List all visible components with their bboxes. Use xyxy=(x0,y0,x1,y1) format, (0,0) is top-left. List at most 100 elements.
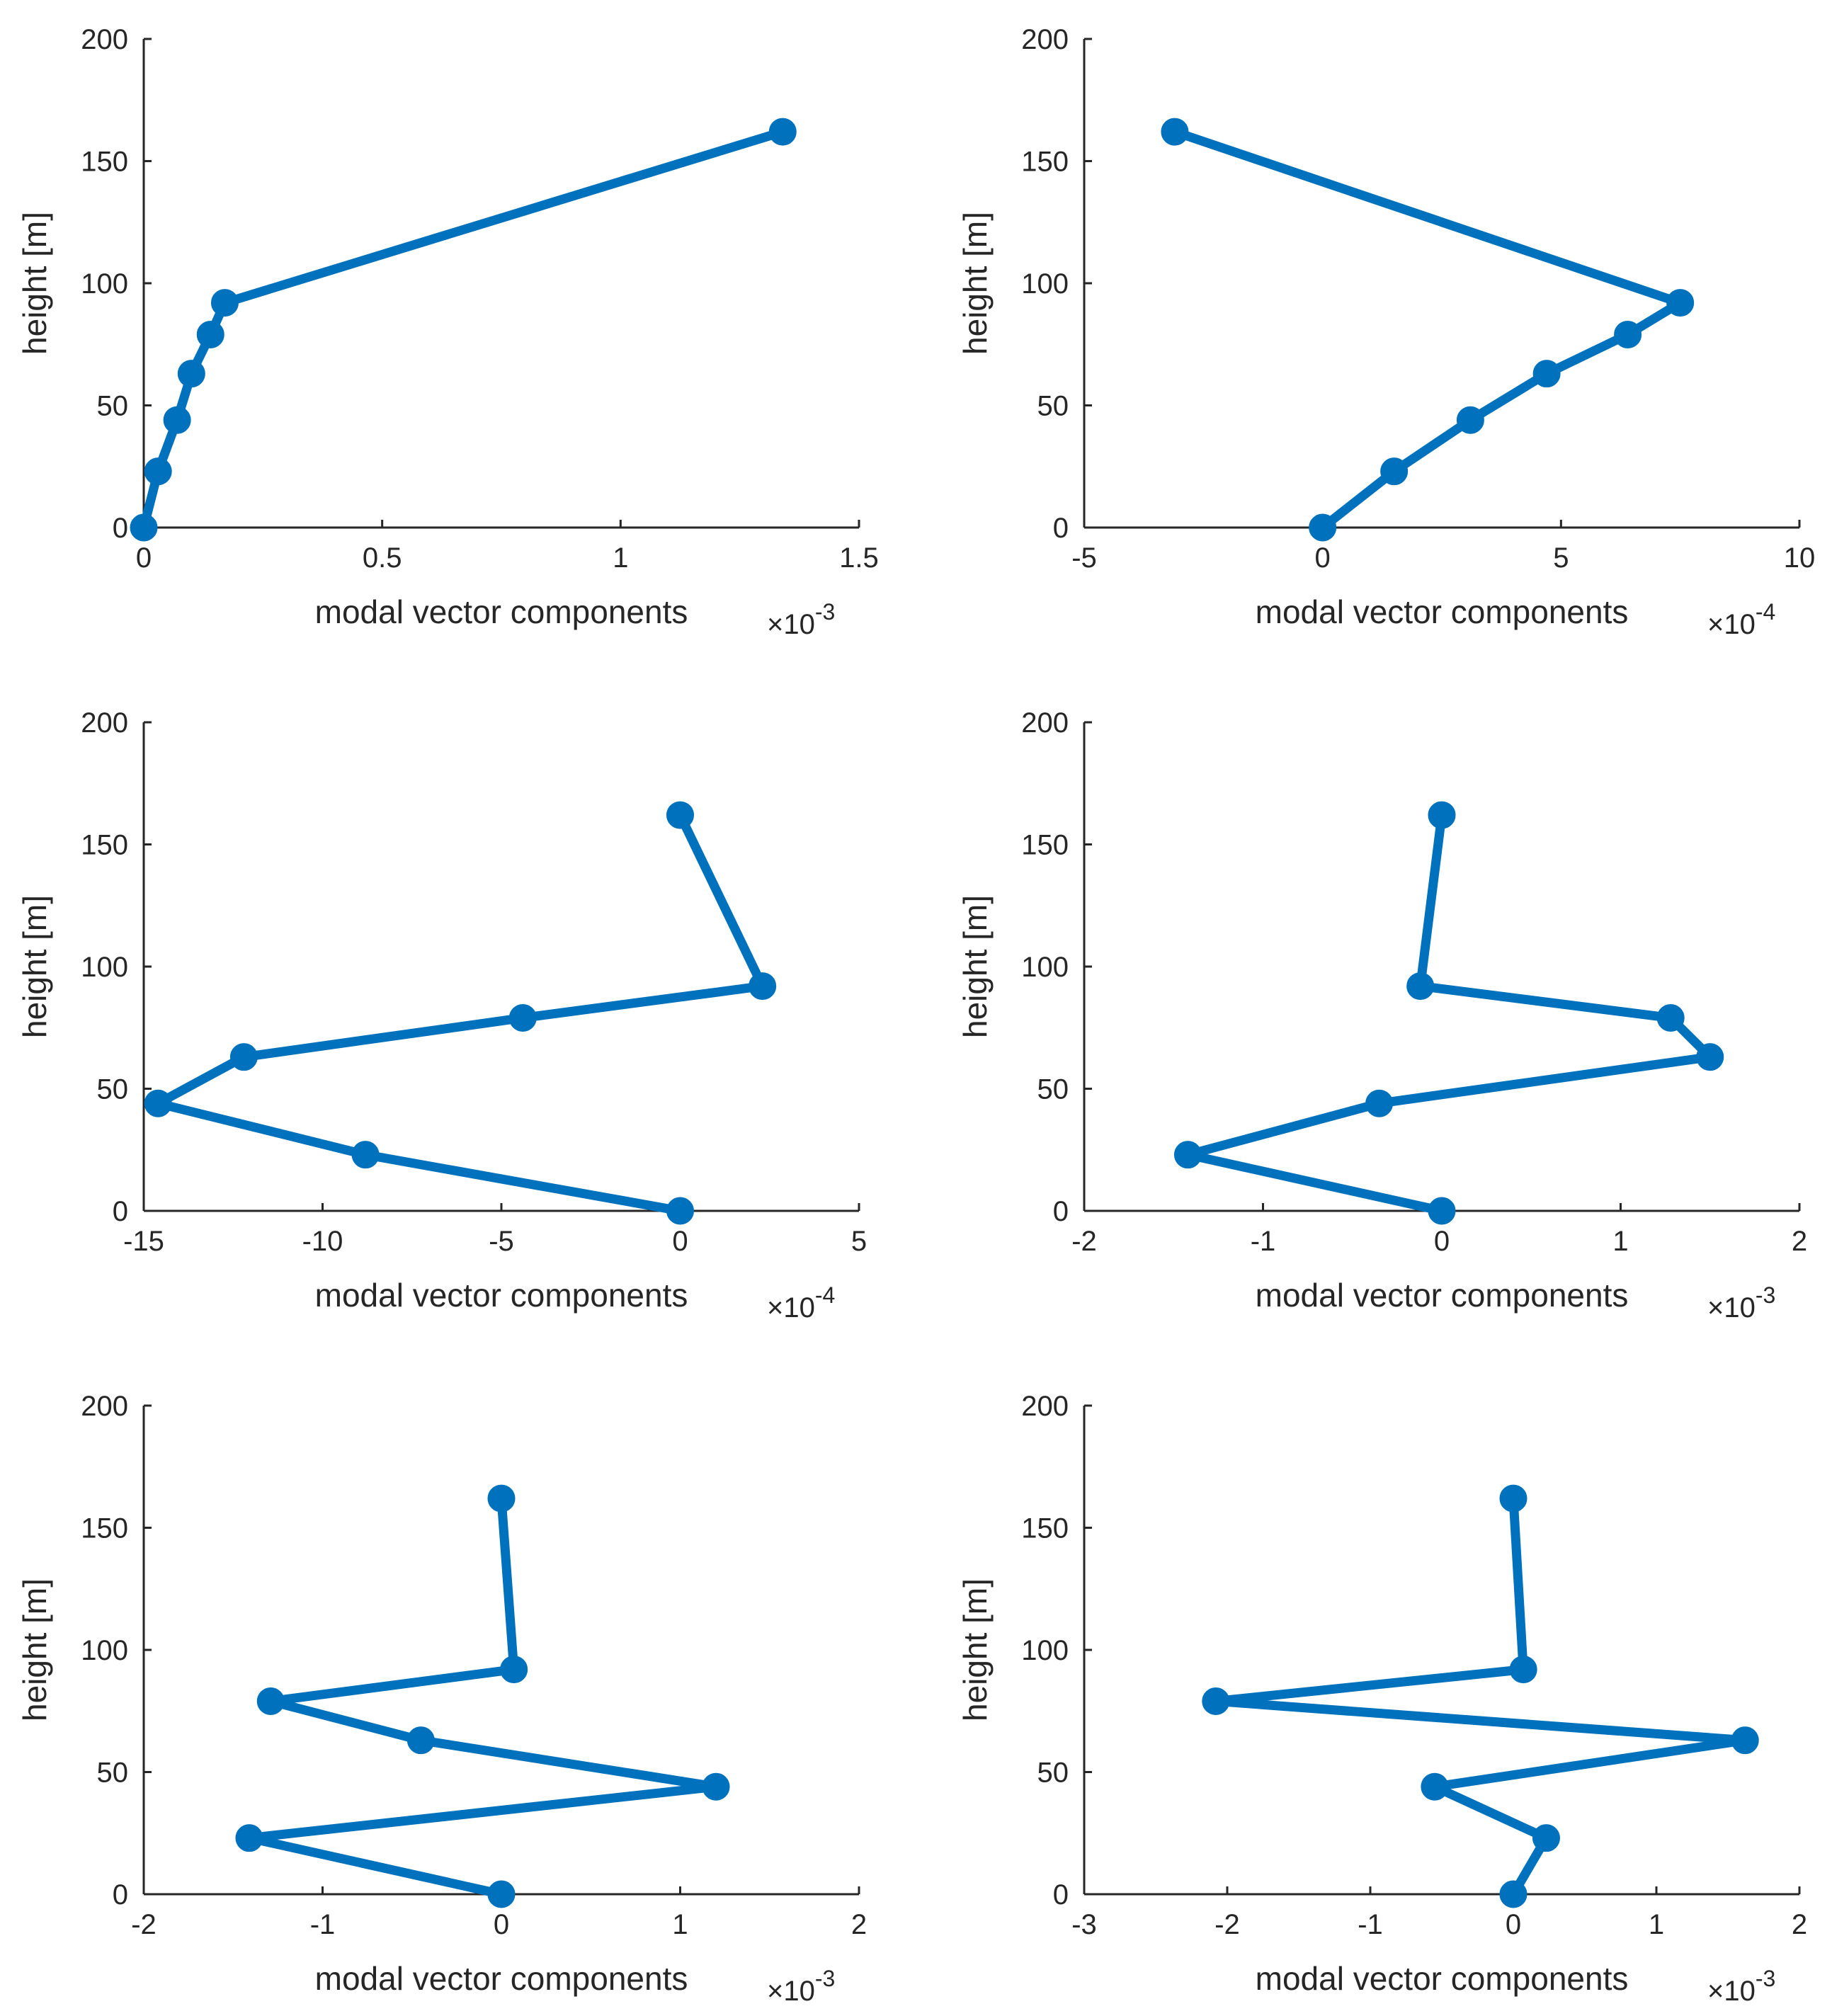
y-tick-label: 150 xyxy=(1021,830,1069,861)
x-exponent-value: -3 xyxy=(815,1966,835,1991)
chart-panel-5: -2 -1 0 1 2 0 50 100 150 200 modal vector componen… xyxy=(16,1391,867,2007)
data-point xyxy=(1499,1880,1527,1908)
data-point xyxy=(1532,360,1561,388)
data-point xyxy=(1428,801,1456,829)
data-point xyxy=(196,320,224,348)
x-exponent-label: ×10-3 xyxy=(1707,1282,1775,1323)
data-point xyxy=(1406,972,1435,1001)
x-tick-label: 1 xyxy=(613,542,628,574)
y-tick-label: 0 xyxy=(113,513,128,544)
y-tick-label: 100 xyxy=(1021,1635,1069,1666)
series-line xyxy=(1170,127,1685,533)
data-point xyxy=(1656,1003,1685,1032)
y-tick-label: 0 xyxy=(1053,513,1069,544)
y-tick-label: 200 xyxy=(81,707,128,739)
series-line xyxy=(153,810,768,1216)
x-tick-label: 0 xyxy=(1315,542,1331,574)
y-tick-label: 0 xyxy=(1053,1879,1069,1910)
x-axis-label: modal vector components xyxy=(1256,1277,1629,1314)
data-point xyxy=(1421,1772,1449,1801)
x-tick-label: -5 xyxy=(1071,542,1097,574)
x-exponent-value: -4 xyxy=(1756,599,1775,625)
x-axis-label: modal vector components xyxy=(315,593,688,630)
x-tick-label: 0.5 xyxy=(363,542,402,574)
data-point xyxy=(487,1880,516,1908)
y-tick-label: 150 xyxy=(81,1513,128,1544)
y-tick-label: 200 xyxy=(1021,1391,1069,1422)
chart-panel-4: -2 -1 0 1 2 0 50 100 150 200 modal vector componen… xyxy=(957,707,1807,1323)
series-line xyxy=(139,127,787,533)
data-point xyxy=(1309,513,1337,542)
x-tick-label: 1 xyxy=(1649,1909,1664,1940)
x-axis-label: modal vector components xyxy=(315,1277,688,1314)
x-tick-label: -1 xyxy=(310,1909,336,1940)
series-line xyxy=(244,1493,721,1899)
y-tick-label: 50 xyxy=(1037,1758,1069,1789)
data-point xyxy=(144,1089,172,1117)
x-tick-label: 1.5 xyxy=(839,542,879,574)
y-tick-label: 50 xyxy=(97,1074,129,1105)
chart-panel-6: -3 -2 -1 0 1 2 0 50 100 150 200 modal vector compon… xyxy=(957,1391,1807,2007)
x-exponent-label: ×10-4 xyxy=(767,1282,835,1323)
data-point xyxy=(235,1824,263,1852)
x-tick-label: 2 xyxy=(1792,1226,1807,1257)
data-point xyxy=(1365,1089,1394,1117)
x-tick-label: 0 xyxy=(136,542,152,574)
x-tick-label: -5 xyxy=(489,1226,514,1257)
data-point xyxy=(1731,1726,1759,1755)
y-tick-label: 200 xyxy=(1021,707,1069,739)
data-point xyxy=(130,513,158,542)
y-tick-label: 50 xyxy=(97,1758,129,1789)
data-point xyxy=(1532,1824,1560,1852)
data-point xyxy=(351,1141,380,1169)
data-point xyxy=(256,1687,285,1715)
x-tick-label: 0 xyxy=(494,1909,509,1940)
x-tick-label: 5 xyxy=(1553,542,1569,574)
x-exponent-label: ×10-3 xyxy=(767,599,835,640)
y-tick-label: 50 xyxy=(1037,1074,1069,1105)
data-point xyxy=(1499,1484,1527,1513)
y-tick-label: 50 xyxy=(97,391,129,422)
data-point xyxy=(1509,1656,1537,1684)
y-axis-label: height [m] xyxy=(16,1578,53,1721)
data-point xyxy=(749,972,777,1001)
x-tick-label: 1 xyxy=(672,1909,688,1940)
x-tick-label: 0 xyxy=(672,1226,688,1257)
x-tick-label: -2 xyxy=(131,1909,157,1940)
x-tick-label: -10 xyxy=(302,1226,343,1257)
data-point xyxy=(1456,406,1484,434)
x-tick-label: -3 xyxy=(1071,1909,1097,1940)
data-point xyxy=(177,360,205,388)
x-exponent-label: ×10-4 xyxy=(1707,599,1775,640)
y-tick-label: 100 xyxy=(1021,268,1069,300)
x-tick-label: 5 xyxy=(851,1226,867,1257)
y-tick-label: 0 xyxy=(1053,1196,1069,1227)
x-tick-label: 2 xyxy=(1792,1909,1807,1940)
data-point xyxy=(702,1772,730,1801)
x-tick-label: -15 xyxy=(123,1226,164,1257)
y-tick-label: 100 xyxy=(81,952,128,983)
y-tick-label: 50 xyxy=(1037,391,1069,422)
x-axis-label: modal vector components xyxy=(1256,593,1629,630)
data-point xyxy=(1428,1197,1456,1225)
y-tick-label: 100 xyxy=(1021,952,1069,983)
chart-panel-1: 0 0.5 1 1.5 0 50 100 150 200 modal vector compone… xyxy=(16,24,879,640)
data-point xyxy=(229,1043,258,1071)
y-tick-label: 100 xyxy=(81,1635,128,1666)
x-axis-label: modal vector components xyxy=(1256,1960,1629,1997)
x-exponent-value: -3 xyxy=(815,599,835,625)
x-exponent-value: -3 xyxy=(1756,1282,1775,1308)
data-point xyxy=(666,1197,694,1225)
data-point xyxy=(1161,118,1189,146)
series-line xyxy=(1211,1493,1750,1899)
y-tick-label: 200 xyxy=(1021,24,1069,55)
data-point xyxy=(508,1003,537,1032)
x-tick-label: 0 xyxy=(1506,1909,1521,1940)
y-tick-label: 0 xyxy=(113,1879,128,1910)
data-point xyxy=(666,801,694,829)
data-point xyxy=(1614,320,1642,348)
data-point xyxy=(1696,1043,1724,1071)
y-tick-label: 200 xyxy=(81,1391,128,1422)
